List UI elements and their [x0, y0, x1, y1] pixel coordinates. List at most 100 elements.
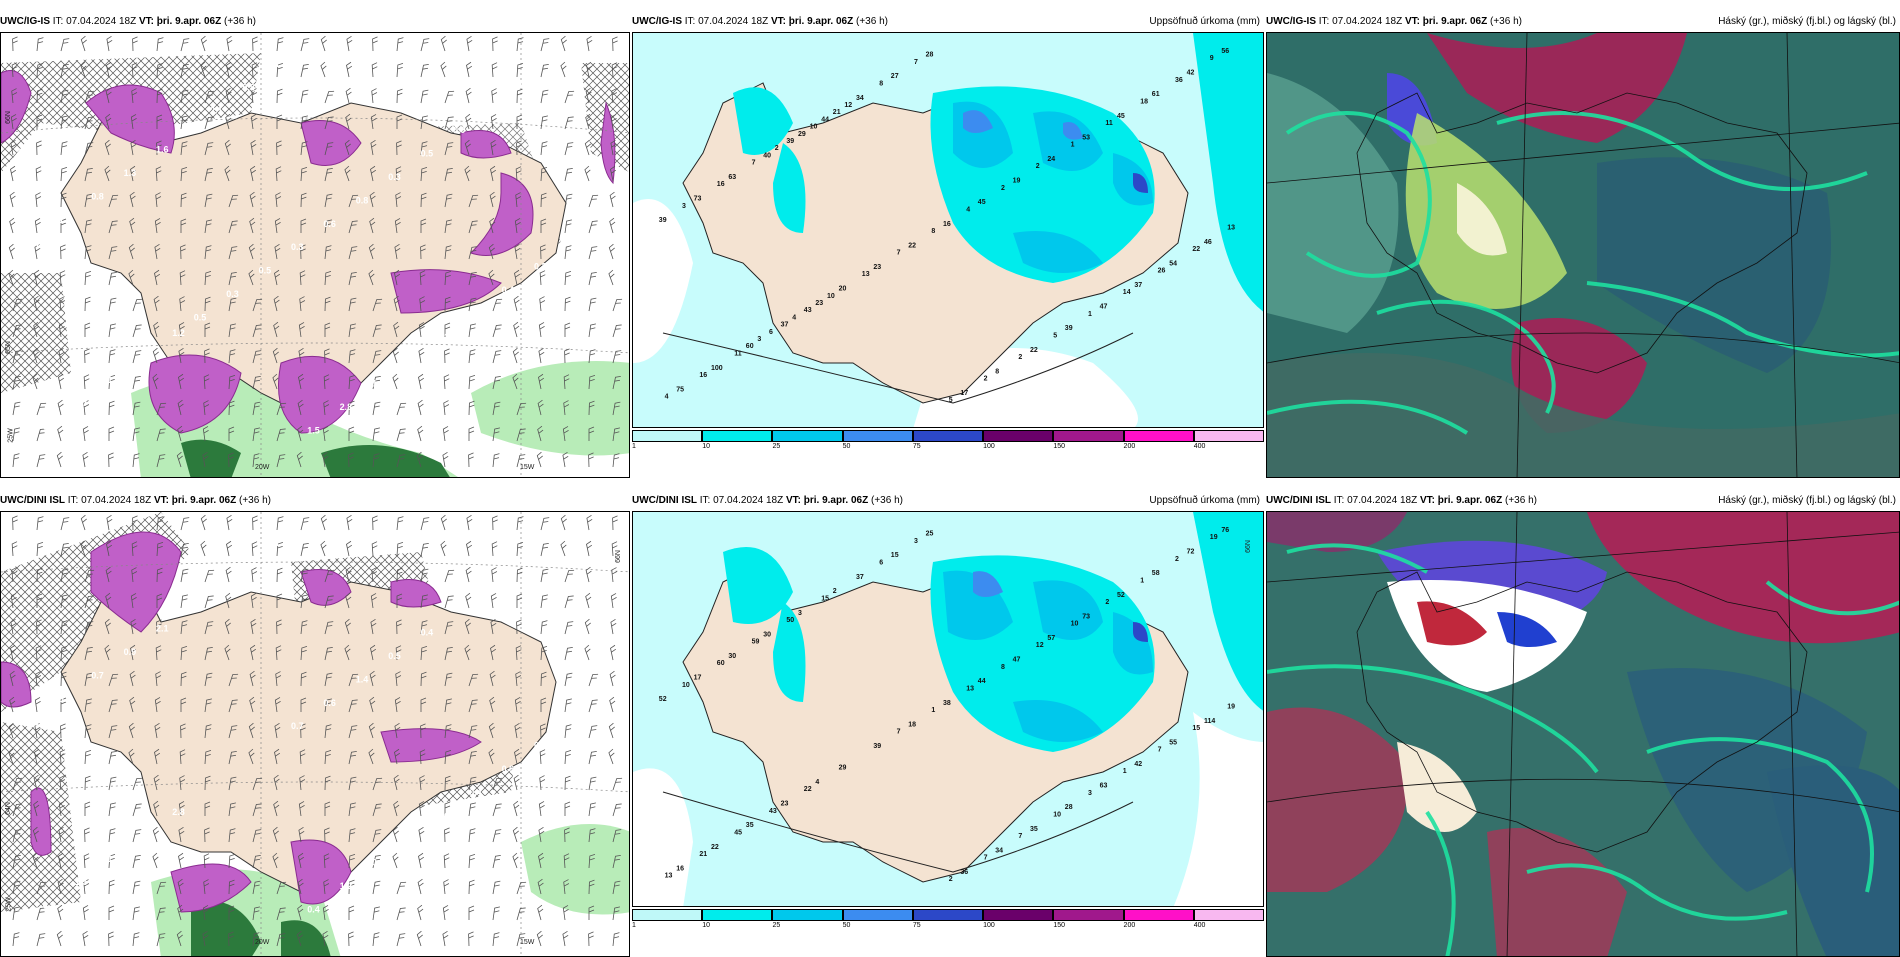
wind-barb: [612, 854, 621, 869]
wind-barb: [12, 298, 23, 312]
wind-barb: [152, 373, 159, 390]
wind-barb: [588, 375, 596, 390]
wind-barb: [516, 542, 524, 557]
wind-barb: [204, 245, 212, 260]
map-value-label: 7: [1158, 747, 1162, 754]
wind-barb: [585, 566, 592, 583]
wind-barb: [540, 671, 547, 687]
wind-barb: [104, 165, 111, 182]
wind-barb: [564, 219, 572, 234]
map-value-label: 11: [1105, 120, 1113, 127]
wind-barb: [228, 750, 237, 765]
wind-barb: [444, 801, 451, 816]
cloud-map: [1266, 511, 1900, 957]
coastline: [1267, 33, 1899, 477]
wind-barb: [608, 722, 615, 739]
wind-barb: [130, 619, 137, 635]
wind-barb: [300, 723, 306, 739]
wind-barb: [156, 428, 166, 442]
wind-barb: [204, 569, 215, 583]
grid-label-65n: 65N: [4, 341, 12, 354]
map-value-label: 0.7: [43, 422, 56, 432]
map-value-label: 1.4: [275, 59, 288, 69]
wind-barb: [440, 540, 447, 557]
wind-barb: [228, 323, 236, 338]
wind-barb: [468, 323, 476, 338]
wind-barb: [468, 802, 476, 817]
wind-barb: [372, 803, 382, 817]
wind-barb: [394, 269, 401, 286]
wind-barb: [348, 349, 356, 364]
wind-barb: [58, 852, 65, 869]
wind-barb: [36, 114, 43, 129]
wind-barb: [156, 114, 163, 129]
map-value-label: 47: [1013, 657, 1021, 664]
wind-barb: [130, 114, 137, 130]
low-cloud-contours: [1267, 543, 1899, 956]
wind-barb: [392, 852, 399, 869]
wind-barb: [84, 801, 91, 816]
wind-barb: [560, 514, 567, 531]
wind-barb: [492, 880, 501, 895]
wind-barb: [588, 854, 596, 869]
wind-barb: [444, 775, 451, 791]
map-value-label: 1.3: [124, 168, 137, 178]
wind-barb: [204, 698, 212, 713]
map-value-label: 2: [984, 376, 988, 383]
map-value-label: 10: [827, 293, 835, 300]
wind-barb: [273, 321, 280, 338]
wind-barb: [177, 399, 184, 416]
wind-barb: [10, 165, 17, 182]
wind-barb: [204, 167, 213, 182]
wind-barb: [514, 748, 521, 765]
wind-barb: [324, 621, 334, 635]
wind-barb: [84, 672, 93, 687]
wind-barb: [272, 347, 279, 364]
wind-barb: [584, 139, 591, 156]
wind-barb: [36, 907, 46, 921]
wind-barb: [348, 220, 358, 234]
wind-barb: [324, 296, 331, 312]
wind-barb: [584, 644, 591, 661]
wind-barb: [297, 878, 304, 895]
wind-barb: [202, 452, 209, 468]
map-value-label: 42: [1187, 70, 1195, 77]
wind-barb: [276, 402, 287, 416]
wind-barb: [32, 852, 39, 869]
wind-barb: [106, 515, 113, 531]
panel-wind-row1: UWC/IG-IS IT: 07.04.2024 18Z VT: þri. 9.…: [0, 14, 630, 478]
map-value-label: 9: [1210, 55, 1214, 62]
wind-barb: [204, 90, 215, 104]
wind-barb: [468, 246, 478, 260]
map-value-label: 39: [786, 138, 794, 145]
wind-barb: [131, 541, 138, 557]
map-value-label: 73: [1082, 613, 1090, 620]
wind-barb: [537, 399, 544, 416]
wind-barb: [440, 35, 447, 52]
wind-barb: [564, 193, 573, 208]
wind-barb: [464, 139, 471, 156]
map-value-label: 1.2: [340, 881, 353, 891]
wind-barb: [538, 852, 545, 869]
map-value-label: 1: [931, 707, 935, 714]
wind-barb: [225, 113, 232, 130]
map-value-label: 22: [804, 786, 812, 793]
wind-barb: [324, 245, 332, 260]
wind-barb: [60, 620, 68, 635]
wind-barb: [204, 775, 211, 791]
wind-barb: [564, 90, 575, 104]
wind-barb: [248, 269, 255, 286]
map-value-label: 7: [897, 729, 901, 736]
wind-barb: [588, 452, 594, 468]
colorbar-swatch: [1193, 909, 1264, 921]
wind-barb: [12, 803, 22, 817]
wind-barb: [612, 350, 622, 364]
map-value-label: 3: [682, 203, 686, 210]
map-value-label: 7: [914, 59, 918, 66]
wind-barb: [612, 932, 620, 947]
wind-barb: [252, 777, 263, 791]
wind-barb: [129, 696, 136, 713]
wind-barb: [56, 451, 63, 468]
low-cloud-contours: [1267, 111, 1899, 435]
wind-barb: [200, 61, 207, 78]
